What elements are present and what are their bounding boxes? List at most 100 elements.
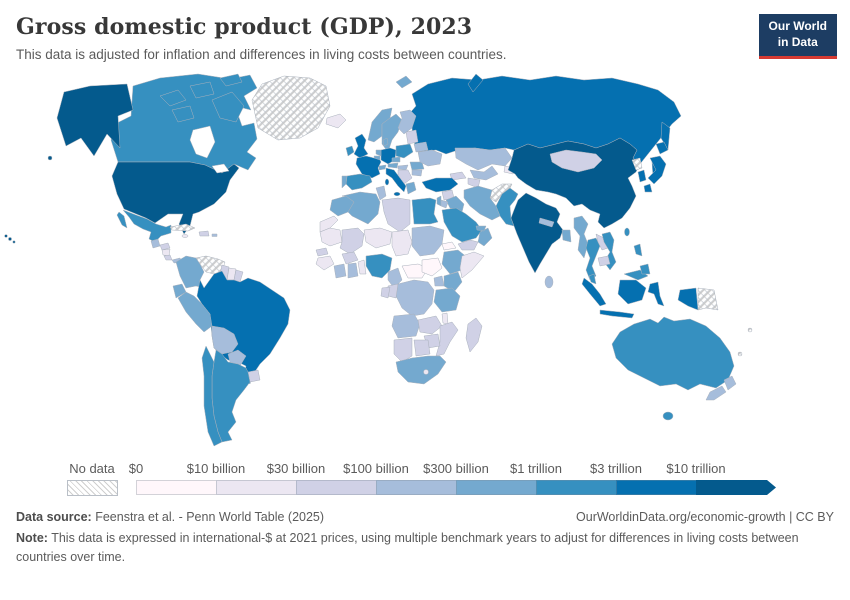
country-mexico[interactable] xyxy=(122,209,172,243)
country-oman[interactable] xyxy=(477,227,493,247)
country-tanzania[interactable] xyxy=(433,287,461,313)
country-usa-alaska[interactable] xyxy=(56,83,134,157)
country-canada-island-1[interactable] xyxy=(159,89,187,107)
country-saudi-arabia[interactable] xyxy=(441,207,483,243)
country-indonesia-sulawesi[interactable] xyxy=(647,281,665,307)
country-uae[interactable] xyxy=(475,225,487,232)
country-switzerland[interactable] xyxy=(378,164,387,171)
country-portugal[interactable] xyxy=(341,175,348,189)
owid-logo[interactable]: Our World in Data xyxy=(758,14,837,60)
country-romania[interactable] xyxy=(409,161,425,171)
country-western-sahara[interactable] xyxy=(319,215,339,233)
country-austria[interactable] xyxy=(387,162,399,169)
country-finland[interactable] xyxy=(397,109,417,135)
country-united-kingdom[interactable] xyxy=(353,133,369,159)
country-australia-tasmania[interactable] xyxy=(662,411,674,421)
country-baltics[interactable] xyxy=(405,129,419,145)
country-angola[interactable] xyxy=(391,313,421,339)
country-philippines-luzon[interactable] xyxy=(633,243,643,257)
country-south-sudan[interactable] xyxy=(421,257,443,277)
country-botswana[interactable] xyxy=(413,339,431,357)
country-senegal[interactable] xyxy=(315,247,329,257)
country-dr-congo[interactable] xyxy=(395,279,435,317)
country-netherlands[interactable] xyxy=(375,149,382,157)
country-zambia[interactable] xyxy=(417,315,443,335)
country-new-zealand-south[interactable] xyxy=(705,385,727,401)
country-canada-victoria[interactable] xyxy=(171,105,195,123)
country-italy[interactable] xyxy=(385,167,407,193)
country-brazil[interactable] xyxy=(196,270,291,385)
legend-bin-swatch[interactable] xyxy=(296,480,377,495)
country-new-caledonia[interactable] xyxy=(737,351,743,357)
country-eritrea[interactable] xyxy=(441,241,457,251)
country-new-zealand-north[interactable] xyxy=(723,375,737,391)
country-morocco[interactable] xyxy=(329,195,355,217)
country-jamaica[interactable] xyxy=(181,234,189,238)
country-mali[interactable] xyxy=(339,227,365,255)
legend-bin-swatch[interactable] xyxy=(376,480,457,495)
country-kenya[interactable] xyxy=(443,271,463,293)
country-canada-island-3[interactable] xyxy=(219,73,243,87)
country-puerto-rico[interactable] xyxy=(211,233,218,237)
country-honduras[interactable] xyxy=(159,242,171,251)
country-guatemala[interactable] xyxy=(150,238,161,249)
country-thailand[interactable] xyxy=(585,237,601,281)
country-israel[interactable] xyxy=(436,195,442,207)
country-spain[interactable] xyxy=(345,173,373,191)
country-uzbekistan[interactable] xyxy=(469,165,499,181)
country-japan-kyushu[interactable] xyxy=(643,183,653,193)
country-malaysia[interactable] xyxy=(588,273,597,285)
country-japan-honshu[interactable] xyxy=(647,155,667,185)
country-ukraine[interactable] xyxy=(417,149,443,167)
country-taiwan[interactable] xyxy=(624,227,630,237)
country-usa[interactable] xyxy=(111,161,240,235)
country-australia[interactable] xyxy=(611,316,735,391)
country-bulgaria[interactable] xyxy=(411,169,423,177)
country-costa-rica[interactable] xyxy=(163,254,173,261)
country-somalia[interactable] xyxy=(459,251,485,279)
country-czechia[interactable] xyxy=(391,156,401,163)
country-hispaniola[interactable] xyxy=(198,230,210,237)
country-guinea[interactable] xyxy=(315,255,335,271)
country-mongolia[interactable] xyxy=(549,149,603,173)
country-philippines-mindanao[interactable] xyxy=(639,263,651,275)
country-south-korea[interactable] xyxy=(637,169,647,183)
country-canada[interactable] xyxy=(110,73,258,174)
country-burkina-faso[interactable] xyxy=(341,251,359,265)
country-cuba[interactable] xyxy=(169,223,196,232)
country-fiji[interactable] xyxy=(747,327,753,333)
country-niger[interactable] xyxy=(363,227,393,249)
country-libya[interactable] xyxy=(381,197,411,233)
country-cambodia[interactable] xyxy=(597,255,611,267)
country-iran[interactable] xyxy=(463,185,501,221)
country-indonesia-papua[interactable] xyxy=(677,287,699,311)
country-norway-svalbard[interactable] xyxy=(395,75,413,89)
country-sudan[interactable] xyxy=(411,225,445,257)
country-usa-hawaii-3[interactable] xyxy=(12,240,16,244)
legend-bin-swatch[interactable] xyxy=(136,480,217,495)
country-mexico-baja[interactable] xyxy=(116,211,128,229)
country-nigeria[interactable] xyxy=(365,253,393,279)
country-china[interactable] xyxy=(507,137,641,229)
country-papua-new-guinea[interactable] xyxy=(697,287,719,311)
country-egypt[interactable] xyxy=(411,197,439,225)
country-benin-togo[interactable] xyxy=(357,259,367,275)
country-north-korea[interactable] xyxy=(631,157,643,171)
country-ivory-coast[interactable] xyxy=(333,263,347,279)
country-namibia[interactable] xyxy=(393,337,413,363)
legend-bin-swatch[interactable] xyxy=(536,480,617,495)
country-kazakhstan[interactable] xyxy=(454,147,513,171)
country-usa-hawaii-2[interactable] xyxy=(8,237,12,241)
country-canada-baffin[interactable] xyxy=(211,91,245,123)
country-greece[interactable] xyxy=(405,181,417,195)
country-poland[interactable] xyxy=(395,143,414,159)
country-iceland[interactable] xyxy=(325,113,347,129)
country-bolivia[interactable] xyxy=(211,325,239,355)
country-denmark[interactable] xyxy=(382,137,389,147)
country-italy-sardinia[interactable] xyxy=(384,178,390,186)
country-italy-sicily[interactable] xyxy=(393,191,401,197)
legend-no-data-swatch[interactable] xyxy=(67,480,118,496)
country-south-africa[interactable] xyxy=(395,355,447,385)
legend-bin-swatch[interactable] xyxy=(616,480,697,495)
legend-bin-swatch[interactable] xyxy=(696,480,776,495)
